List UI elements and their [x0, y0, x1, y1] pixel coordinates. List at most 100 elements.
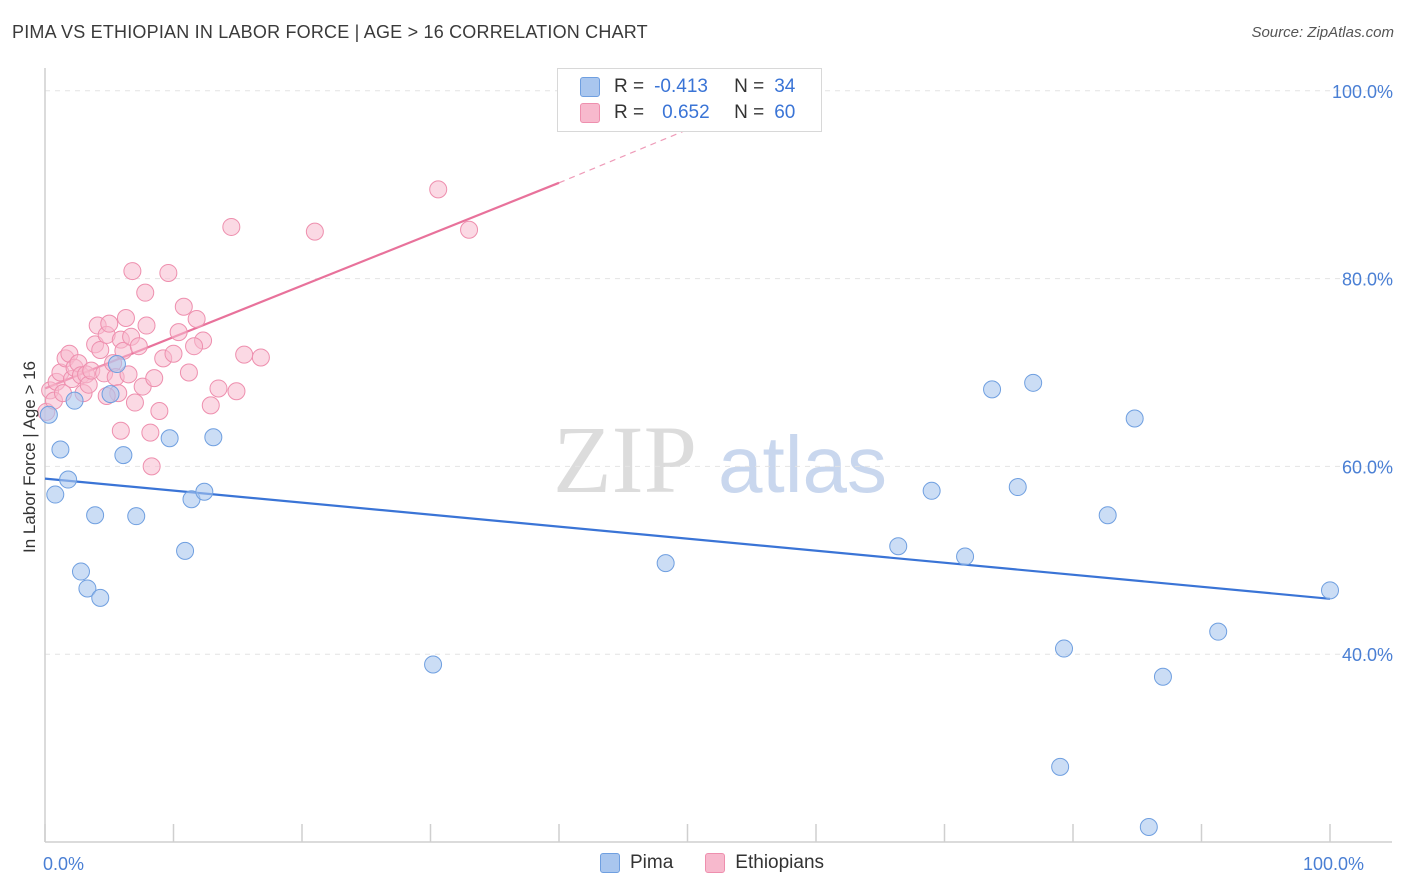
y-tick-label: 60.0%	[1342, 457, 1393, 477]
pima-point	[983, 380, 1002, 399]
ethiopians-point	[145, 369, 164, 388]
ethiopians-point	[142, 457, 161, 476]
pima-point	[39, 405, 58, 424]
pima-point	[65, 391, 84, 410]
pima-point	[127, 507, 146, 526]
pima-point	[424, 655, 443, 674]
pima-legend-label: Pima	[630, 852, 674, 873]
y-tick-label: 80.0%	[1342, 270, 1393, 290]
pima-point	[176, 541, 195, 560]
ethiopians-point	[429, 180, 448, 199]
ethiopians-point	[174, 297, 193, 316]
ethiopians-point	[209, 379, 228, 398]
ethiopians-point	[116, 309, 135, 328]
tick-labels: 40.0% 60.0% 80.0% 100.0% 0.0% 100.0%	[43, 82, 1393, 874]
x-tick-label: 100.0%	[1303, 854, 1364, 874]
legend-item-ethiopians[interactable]: Ethiopians	[705, 852, 824, 874]
ethiopians-point	[136, 283, 155, 302]
legend-item-pima[interactable]: Pima	[600, 852, 673, 874]
pima-legend-swatch	[600, 853, 620, 873]
y-axis-title: In Labor Force | Age > 16	[20, 361, 39, 553]
legend-row-ethiopians: R = 0.652 N = 60	[580, 100, 795, 126]
ethiopians-point	[222, 217, 241, 236]
x-tick-label: 0.0%	[43, 854, 84, 874]
ethiopians-legend-swatch	[705, 853, 726, 873]
pima-point	[204, 428, 223, 447]
ethiopians-point	[137, 316, 156, 335]
pima-point	[1051, 757, 1070, 776]
legend-row-pima: R = -0.413 N = 34	[580, 74, 795, 100]
pima-point	[114, 446, 133, 465]
pima-swatch	[580, 77, 600, 97]
chart-title: PIMA VS ETHIOPIAN IN LABOR FORCE | AGE >…	[12, 22, 648, 42]
ethiopians-n-label: N =	[734, 102, 765, 123]
pima-r-label: R =	[614, 76, 645, 97]
source-label: Source: ZipAtlas.com	[1251, 24, 1394, 41]
series-legend: Pima Ethiopians	[600, 852, 856, 874]
pima-point	[71, 562, 90, 581]
ethiopians-point	[164, 344, 183, 363]
pima-point	[86, 506, 105, 525]
pima-point	[91, 588, 110, 607]
stats-legend: R = -0.413 N = 34 R = 0.652 N = 60	[557, 68, 822, 132]
pima-r-value: -0.413	[654, 76, 708, 97]
ethiopians-point	[169, 323, 188, 342]
pima-n-value: 34	[774, 76, 796, 97]
watermark-atlas: atlas	[718, 420, 887, 509]
ethiopians-point	[141, 423, 160, 442]
ethiopians-point	[227, 382, 246, 401]
ethiopians-point	[111, 421, 130, 440]
watermark: ZIP atlas	[553, 406, 887, 513]
ethiopians-swatch	[580, 103, 600, 123]
ethiopians-point	[251, 348, 270, 367]
ethiopians-point	[187, 309, 206, 328]
pima-point	[656, 554, 675, 573]
watermark-zip: ZIP	[553, 406, 697, 513]
pima-point	[956, 547, 975, 566]
ethiopians-point	[100, 314, 119, 333]
ethiopians-point	[129, 337, 148, 356]
ethiopians-point	[123, 262, 142, 281]
data-points	[37, 180, 1339, 836]
ethiopians-point	[179, 363, 198, 382]
ethiopians-point	[125, 393, 144, 412]
pima-point	[1321, 581, 1339, 600]
ethiopians-point	[119, 365, 138, 384]
pima-point	[1139, 817, 1158, 836]
y-tick-label: 40.0%	[1342, 645, 1393, 665]
ethiopians-trend-extension	[558, 118, 714, 184]
ethiopians-n-value: 60	[774, 102, 796, 123]
pima-point	[160, 429, 179, 448]
ethiopians-r-value: 0.652	[662, 102, 710, 123]
pima-point	[59, 470, 78, 489]
pima-trend-line	[44, 477, 1331, 600]
pima-point	[1008, 478, 1027, 497]
ethiopians-point	[91, 340, 110, 359]
ethiopians-point	[185, 337, 204, 356]
pima-point	[1209, 622, 1228, 641]
ethiopians-point	[150, 401, 169, 420]
pima-point	[107, 355, 126, 374]
ethiopians-legend-label: Ethiopians	[735, 852, 825, 873]
ethiopians-point	[305, 222, 324, 241]
y-tick-label: 100.0%	[1332, 82, 1393, 102]
gridlines	[45, 90, 1392, 655]
ethiopians-point	[460, 220, 479, 239]
pima-point	[1055, 639, 1074, 658]
pima-point	[1125, 409, 1144, 428]
pima-point	[1153, 667, 1172, 686]
pima-point	[195, 482, 214, 501]
ethiopians-point	[201, 396, 220, 415]
axes	[44, 68, 1392, 843]
pima-point	[51, 440, 70, 459]
ethiopians-point	[235, 345, 254, 364]
pima-point	[46, 485, 65, 504]
pima-point	[889, 537, 908, 556]
pima-point	[1098, 506, 1117, 525]
ethiopians-r-label: R =	[614, 102, 645, 123]
pima-n-label: N =	[734, 76, 765, 97]
pima-point	[78, 579, 97, 598]
pima-point	[922, 481, 941, 500]
ethiopians-point	[159, 263, 178, 282]
